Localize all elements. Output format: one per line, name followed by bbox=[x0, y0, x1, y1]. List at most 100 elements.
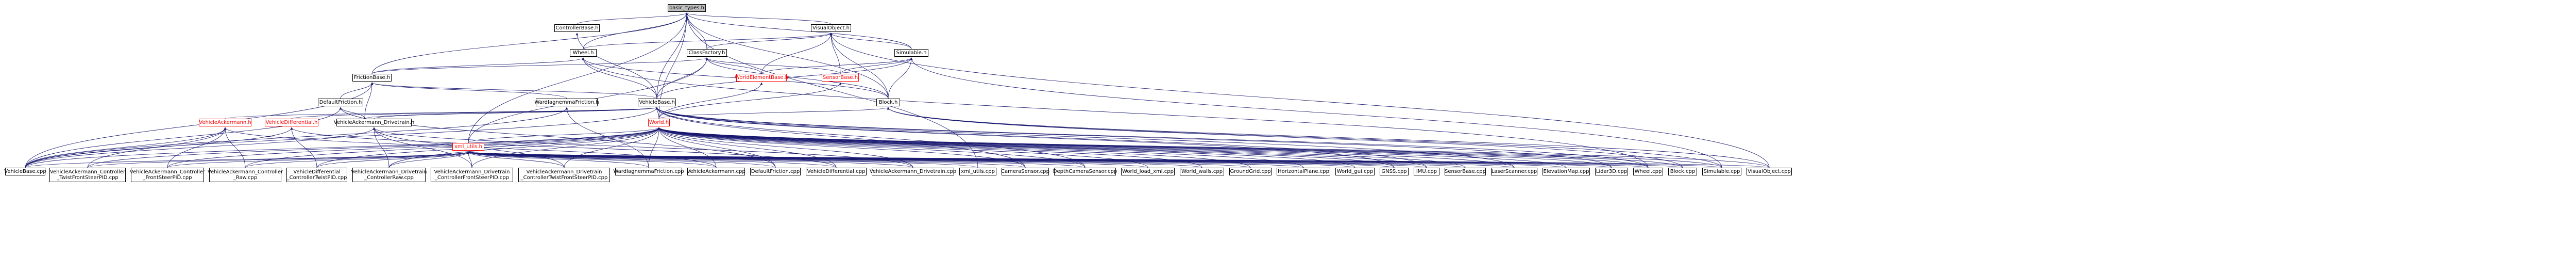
graph-node-vehicleackermann-cpp[interactable]: VehicleAckermann.cpp bbox=[687, 168, 745, 175]
graph-node-vehicleackermann-drivetrain-cpp[interactable]: VehicleAckermann_Drivetrain.cpp bbox=[869, 168, 957, 175]
edge-vad_ctrl_raw-to-world_h bbox=[388, 127, 660, 168]
graph-node-simulable-cpp[interactable]: Simulable.cpp bbox=[1702, 168, 1741, 175]
edge-va_ctrl_frontsteer-to-world_h bbox=[167, 127, 660, 168]
edge-defaultfriction_cpp-to-world_h bbox=[657, 127, 776, 168]
edge-vehiclebase_cpp-to-vehicleackermann_h bbox=[25, 127, 227, 168]
graph-node-elevationmap-cpp[interactable]: ElevationMap.cpp bbox=[1543, 168, 1590, 175]
edge-vehiclebase_h-to-frictionbase_h bbox=[370, 82, 657, 99]
graph-node-vehicleackermann-drivetrain-h[interactable]: VehicleAckermann_Drivetrain.h bbox=[333, 119, 415, 126]
edge-vd_ctrl_twist-to-xml_utils_h bbox=[316, 151, 470, 168]
edge-wheel_cpp-to-vehiclebase_h bbox=[655, 107, 1649, 168]
edge-simulable_cpp-to-block_h bbox=[887, 107, 1722, 168]
edge-xml_utils_h-to-world_h bbox=[468, 127, 660, 143]
graph-node-vehicleackermann-h[interactable]: VehicleAckermann.h bbox=[199, 119, 251, 126]
graph-node-wheel-cpp[interactable]: Wheel.cpp bbox=[1633, 168, 1663, 175]
graph-node-vd-ctrl-twist[interactable]: VehicleDifferential _ControllerTwistPID.… bbox=[286, 168, 347, 182]
edge-controllerbase_h-to-basic_types bbox=[577, 12, 688, 25]
graph-node-world-h[interactable]: World.h bbox=[648, 119, 670, 126]
graph-node-basic-types: basic_types.h bbox=[668, 4, 706, 12]
edge-visualobject_cpp-to-xml_utils_h bbox=[467, 151, 1770, 168]
graph-node-block-h[interactable]: Block.h bbox=[876, 99, 900, 106]
graph-node-sensorbase-h[interactable]: SensorBase.h bbox=[822, 74, 859, 82]
edge-va_ctrl_twistfront-to-xml_utils_h bbox=[87, 151, 470, 168]
graph-node-vehicledifferential-cpp[interactable]: VehicleDifferential.cpp bbox=[806, 168, 867, 175]
graph-node-va-ctrl-raw[interactable]: VehicleAckermann_Controller _Raw.cpp bbox=[208, 168, 283, 182]
graph-node-vehiclebase-cpp[interactable]: VehicleBase.cpp bbox=[4, 168, 46, 175]
graph-node-vad-ctrl-raw[interactable]: VehicleAckermann_Drivetrain _ControllerR… bbox=[351, 168, 427, 182]
edge-frictionbase_h-to-classfactory_h bbox=[371, 57, 708, 74]
graph-node-simulable-h[interactable]: Simulable.h bbox=[894, 49, 928, 57]
edge-laserscanner_cpp-to-vehiclebase_h bbox=[655, 107, 1515, 168]
graph-node-worldelementbase-h[interactable]: WorldElementBase.h bbox=[735, 74, 788, 82]
edge-vehiclebase_cpp-to-xml_utils_h bbox=[25, 151, 470, 168]
edge-wardiagnemma_cpp-to-xml_utils_h bbox=[467, 151, 649, 168]
edge-wardiagnemma_cpp-to-wardiagnemma_h bbox=[565, 107, 649, 168]
graph-node-va-ctrl-frontsteer[interactable]: VehicleAckermann_Controller _FrontSteerP… bbox=[130, 168, 205, 182]
graph-node-groundgrid-cpp[interactable]: GroundGrid.cpp bbox=[1229, 168, 1272, 175]
edge-va_ctrl_raw-to-world_h bbox=[245, 127, 660, 168]
graph-node-wardiagnemma-cpp[interactable]: WardIagnemmaFriction.cpp bbox=[613, 168, 684, 175]
graph-node-classfactory-h[interactable]: ClassFactory.h bbox=[687, 49, 727, 57]
graph-node-camerasensor-cpp[interactable]: CameraSensor.cpp bbox=[1001, 168, 1049, 175]
graph-node-frictionbase-h[interactable]: FrictionBase.h bbox=[352, 74, 392, 82]
graph-node-xml-utils-h[interactable]: xml_utils.h bbox=[452, 143, 484, 151]
edge-visualobject_cpp-to-visualobject_h bbox=[829, 33, 1770, 168]
edge-world_gui_cpp-to-world_h bbox=[657, 127, 1355, 168]
graph-node-wardiagnemma-h[interactable]: WardIagnemmaFriction.h bbox=[534, 99, 599, 106]
edge-laserscanner_cpp-to-world_h bbox=[657, 127, 1515, 168]
edge-depthcamerasensor_cpp-to-world_h bbox=[657, 127, 1086, 168]
graph-node-horizontalplane-cpp[interactable]: HorizontalPlane.cpp bbox=[1277, 168, 1330, 175]
graph-node-vad-ctrl-twistfront[interactable]: VehicleAckermann_Drivetrain _ControllerT… bbox=[518, 168, 610, 182]
graph-node-laserscanner-cpp[interactable]: LaserScanner.cpp bbox=[1491, 168, 1537, 175]
edge-block_cpp-to-block_h bbox=[887, 107, 1683, 168]
edge-frictionbase_cpp-to-defaultfriction_h bbox=[339, 107, 365, 119]
edge-vehiclebase_cpp-to-wardiagnemma_h bbox=[25, 107, 568, 168]
edge-simulable_cpp-to-simulable_h bbox=[910, 57, 1722, 168]
graph-node-depthcamerasensor-cpp[interactable]: DepthCameraSensor.cpp bbox=[1053, 168, 1117, 175]
edge-block_h-to-classfactory_h bbox=[705, 57, 889, 99]
graph-node-wheel-h[interactable]: Wheel.h bbox=[570, 49, 597, 57]
graph-node-visualobject-cpp[interactable]: VisualObject.cpp bbox=[1747, 168, 1792, 175]
graph-node-world-walls-cpp[interactable]: World_walls.cpp bbox=[1180, 168, 1224, 175]
edge-worldelementbase_h-to-simulable_h bbox=[761, 57, 913, 74]
graph-node-lidar3d-cpp[interactable]: Lidar3D.cpp bbox=[1595, 168, 1628, 175]
edge-defaultfriction_cpp-to-defaultfriction_h bbox=[339, 107, 776, 168]
edge-vad_ctrl_frontsteer-to-world_h bbox=[471, 127, 660, 168]
edge-vad_ctrl_frontsteer-to-vehicleackermann_drivetrain_h bbox=[372, 127, 472, 168]
graph-node-world-load-xml-cpp[interactable]: World_load_xml.cpp bbox=[1121, 168, 1175, 175]
edge-block_h-to-basic_types bbox=[685, 12, 889, 99]
edge-elevationmap_cpp-to-world_h bbox=[657, 127, 1567, 168]
graph-node-world-gui-cpp[interactable]: World_gui.cpp bbox=[1335, 168, 1375, 175]
edge-va_ctrl_twistfront-to-world_h bbox=[87, 127, 660, 168]
graph-node-controllerbase-h[interactable]: ControllerBase.h bbox=[554, 24, 600, 32]
edge-wheel_cpp-to-wheel_h bbox=[582, 57, 1649, 168]
graph-node-block-cpp[interactable]: Block.cpp bbox=[1668, 168, 1697, 175]
graph-node-imu-cpp[interactable]: IMU.cpp bbox=[1414, 168, 1439, 175]
edge-frictionbase_h-to-wheel_h bbox=[371, 57, 585, 74]
graph-node-gnss-cpp[interactable]: GNSS.cpp bbox=[1380, 168, 1409, 175]
edge-vehicledifferential_cpp-to-world_h bbox=[657, 127, 837, 168]
edge-simulable_h-to-basic_types bbox=[685, 12, 912, 50]
edge-vehicledifferential_h-to-vehiclebase_h bbox=[291, 107, 658, 119]
graph-node-va-ctrl-twistfront[interactable]: VehicleAckermann_Controller _TwistFrontS… bbox=[49, 168, 126, 182]
graph-node-visualobject-h[interactable]: VisualObject.h bbox=[811, 24, 851, 32]
edge-vad_ctrl_raw-to-xml_utils_h bbox=[388, 151, 470, 168]
graph-node-vehiclebase-h[interactable]: VehicleBase.h bbox=[638, 99, 676, 106]
graph-node-defaultfriction-cpp[interactable]: DefaultFriction.cpp bbox=[750, 168, 801, 175]
edge-sensorbase_h-to-visualobject_h bbox=[829, 33, 841, 74]
graph-node-xml-utils-cpp[interactable]: xml_utils.cpp bbox=[959, 168, 996, 175]
edge-vd_ctrl_twist-to-world_h bbox=[316, 127, 660, 168]
graph-node-sensorbase-cpp[interactable]: SensorBase.cpp bbox=[1445, 168, 1486, 175]
edge-visualobject_cpp-to-world_h bbox=[657, 127, 1770, 168]
edge-vad_ctrl_raw-to-vehicleackermann_drivetrain_h bbox=[372, 127, 389, 168]
edge-va_ctrl_raw-to-vehicleackermann_h bbox=[224, 127, 246, 168]
edge-vehiclebase_h-to-basic_types bbox=[656, 12, 688, 99]
edge-vad_ctrl_twistfront-to-world_h bbox=[564, 127, 660, 168]
edge-block_h-to-simulable_h bbox=[888, 57, 913, 99]
graph-node-vehicledifferential-h[interactable]: VehicleDifferential.h bbox=[265, 119, 318, 126]
edge-worldelementbase_h-to-classfactory_h bbox=[705, 57, 762, 74]
edge-vehiclebase_cpp-to-world_h bbox=[25, 127, 660, 168]
graph-node-defaultfriction-h[interactable]: DefaultFriction.h bbox=[318, 99, 363, 106]
graph-node-vad-ctrl-frontsteer[interactable]: VehicleAckermann_Drivetrain _ControllerF… bbox=[431, 168, 513, 182]
